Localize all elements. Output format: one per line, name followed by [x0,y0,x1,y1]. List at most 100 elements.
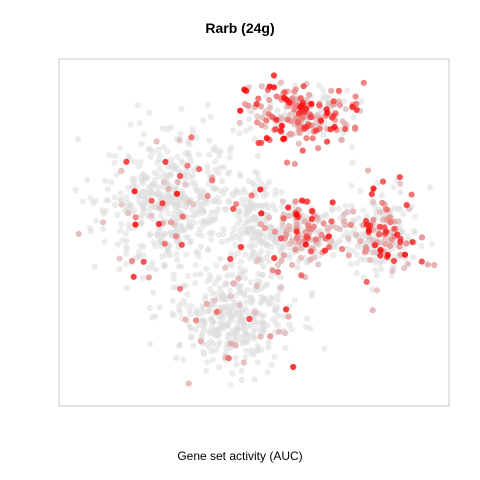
data-point [116,196,123,204]
data-point [249,201,256,208]
data-point [292,246,299,253]
data-point [333,224,340,231]
data-point [254,170,261,177]
data-point [224,332,232,339]
data-point [337,237,344,244]
data-point [86,224,93,231]
data-point [210,146,217,153]
data-point [170,271,177,278]
data-point [317,117,325,124]
data-point [197,338,204,345]
data-point [349,247,356,254]
data-point [153,138,160,145]
data-point [156,152,163,159]
data-point [177,130,184,137]
data-point [233,201,240,208]
data-point [204,193,211,200]
data-point [307,114,314,121]
data-point [373,272,380,279]
data-point [206,214,213,221]
data-point [297,254,304,261]
data-point [159,125,166,132]
data-point [146,232,153,239]
data-point [251,241,258,249]
data-point [181,198,188,205]
data-point [270,316,277,323]
data-point [118,201,125,208]
data-point [197,243,204,250]
data-point [325,233,332,240]
data-point [267,333,274,340]
data-point [412,229,419,236]
data-point [130,207,138,214]
data-point [394,231,401,238]
data-point [132,214,139,221]
data-point [353,231,360,239]
data-point [103,197,110,204]
data-point [225,197,233,204]
data-point [215,363,223,371]
data-point [304,315,311,322]
data-point [200,348,207,355]
data-point [307,248,314,255]
data-point [308,215,315,222]
chart-title: Rarb (24g) [205,20,275,36]
data-point [148,197,155,204]
data-point [137,192,144,199]
data-point [75,230,82,237]
data-point [131,158,138,165]
data-point [118,221,125,228]
data-point [156,194,163,201]
data-point [142,193,149,200]
data-point [146,304,153,312]
data-point [376,231,383,238]
data-point [293,211,300,218]
data-point [242,189,249,196]
data-point [357,238,364,245]
data-point [266,178,273,185]
data-point [349,103,356,111]
data-point [189,173,196,180]
data-point [329,199,336,206]
data-point [272,126,279,133]
data-point [348,144,355,151]
data-point [197,271,204,278]
data-point [154,159,161,166]
data-point [363,212,370,219]
data-point [189,213,196,220]
data-point [146,206,153,213]
data-point [204,168,212,176]
data-point [230,280,237,287]
data-point [273,116,280,123]
data-point [153,266,160,273]
data-point [336,102,344,109]
data-point [370,216,377,223]
data-point [256,251,263,258]
data-point [401,265,408,272]
data-point [146,340,154,348]
data-point [303,135,310,142]
data-point [236,264,243,272]
data-point [150,289,157,296]
data-point [101,238,108,245]
data-point [353,251,360,258]
data-point [147,190,154,197]
data-point [220,231,227,238]
data-point [298,272,305,279]
data-point [266,104,273,111]
data-point [250,351,257,358]
data-point [320,86,327,93]
data-point [192,271,199,278]
data-point [254,359,261,366]
data-point [175,203,183,211]
data-point [354,259,361,266]
data-point [376,209,383,216]
data-point [190,342,197,349]
data-point [344,87,351,94]
data-point [205,308,212,315]
data-point [149,314,156,321]
data-point [376,260,384,267]
data-point [179,213,186,220]
data-point [160,179,167,186]
data-point [211,158,219,165]
